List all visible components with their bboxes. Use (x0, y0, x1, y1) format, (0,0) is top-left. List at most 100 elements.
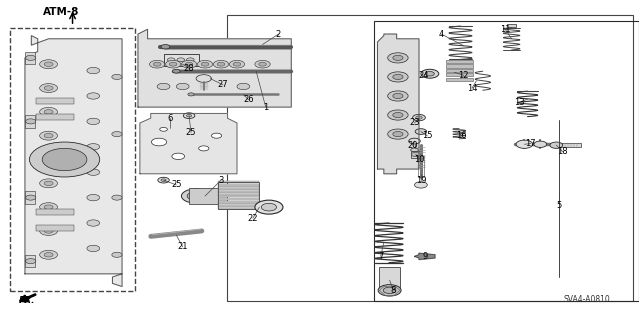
Circle shape (186, 115, 191, 117)
Text: 1: 1 (263, 103, 268, 112)
Bar (10, 28, 135, 291)
Circle shape (44, 110, 53, 114)
Bar (447, 60, 473, 63)
Circle shape (255, 60, 270, 68)
Circle shape (170, 62, 177, 66)
Circle shape (87, 93, 100, 99)
Circle shape (415, 129, 427, 134)
Text: 4: 4 (438, 30, 444, 39)
Text: 9: 9 (423, 252, 428, 261)
Circle shape (229, 60, 244, 68)
Text: 25: 25 (186, 128, 196, 137)
Circle shape (40, 60, 58, 69)
Circle shape (87, 67, 100, 74)
Bar (218, 182, 259, 209)
Circle shape (213, 60, 228, 68)
Text: 27: 27 (218, 80, 228, 89)
Circle shape (40, 203, 58, 211)
Circle shape (388, 72, 408, 82)
Circle shape (168, 58, 175, 62)
Circle shape (154, 62, 161, 66)
Text: 19: 19 (415, 176, 426, 185)
Text: 5: 5 (557, 201, 562, 210)
Bar (25, 255, 35, 268)
Bar (218, 184, 259, 186)
Text: 10: 10 (413, 155, 424, 164)
Circle shape (550, 142, 563, 148)
Bar (189, 188, 227, 204)
Circle shape (181, 189, 209, 203)
Circle shape (40, 250, 58, 259)
Circle shape (185, 62, 193, 66)
Circle shape (161, 179, 166, 182)
Circle shape (393, 93, 403, 99)
Bar (25, 51, 35, 64)
Bar (227, 15, 633, 301)
Circle shape (112, 131, 122, 137)
Circle shape (44, 205, 53, 209)
Circle shape (188, 93, 194, 96)
Circle shape (183, 113, 195, 119)
Circle shape (411, 148, 419, 152)
Text: 8: 8 (391, 286, 396, 295)
Text: 28: 28 (184, 63, 195, 72)
Bar (36, 114, 74, 120)
Circle shape (388, 53, 408, 63)
Circle shape (44, 229, 53, 233)
Text: 22: 22 (248, 214, 258, 223)
Text: 7: 7 (378, 252, 383, 261)
Circle shape (87, 220, 100, 226)
Circle shape (383, 287, 396, 293)
Circle shape (42, 148, 87, 171)
Bar (411, 151, 420, 158)
Circle shape (516, 140, 532, 148)
Circle shape (160, 127, 168, 131)
Circle shape (152, 138, 167, 146)
Circle shape (44, 62, 53, 66)
Circle shape (415, 182, 428, 188)
Text: 25: 25 (171, 181, 182, 189)
Bar (218, 206, 259, 209)
Circle shape (150, 60, 165, 68)
Circle shape (87, 195, 100, 201)
Bar (447, 69, 473, 72)
Circle shape (393, 113, 403, 118)
Circle shape (187, 192, 204, 200)
Circle shape (157, 83, 170, 90)
Text: 11: 11 (500, 25, 511, 34)
Bar (218, 204, 259, 206)
Bar (374, 21, 639, 301)
Circle shape (112, 195, 122, 200)
Text: 2: 2 (276, 30, 281, 39)
Circle shape (87, 169, 100, 175)
Circle shape (211, 133, 221, 138)
Circle shape (421, 69, 439, 78)
Bar (218, 198, 259, 200)
Circle shape (112, 74, 122, 79)
Text: 21: 21 (177, 242, 188, 251)
Bar (36, 225, 74, 231)
Bar (418, 156, 424, 177)
Circle shape (44, 86, 53, 90)
Text: ATM-8: ATM-8 (43, 7, 79, 17)
Text: 14: 14 (467, 84, 477, 93)
Bar (36, 98, 74, 104)
Circle shape (201, 62, 209, 66)
Circle shape (197, 60, 212, 68)
Circle shape (393, 74, 403, 79)
Circle shape (416, 116, 422, 119)
Bar (447, 73, 473, 76)
Text: 18: 18 (557, 147, 568, 156)
Bar (218, 181, 259, 183)
Circle shape (40, 226, 58, 235)
Circle shape (112, 252, 122, 257)
Circle shape (44, 181, 53, 186)
Circle shape (158, 177, 170, 183)
Circle shape (87, 118, 100, 124)
Text: FR.: FR. (19, 296, 35, 305)
Text: 13: 13 (514, 98, 525, 107)
Circle shape (393, 55, 403, 60)
Bar (25, 191, 35, 204)
Circle shape (217, 62, 225, 66)
Circle shape (40, 155, 58, 164)
